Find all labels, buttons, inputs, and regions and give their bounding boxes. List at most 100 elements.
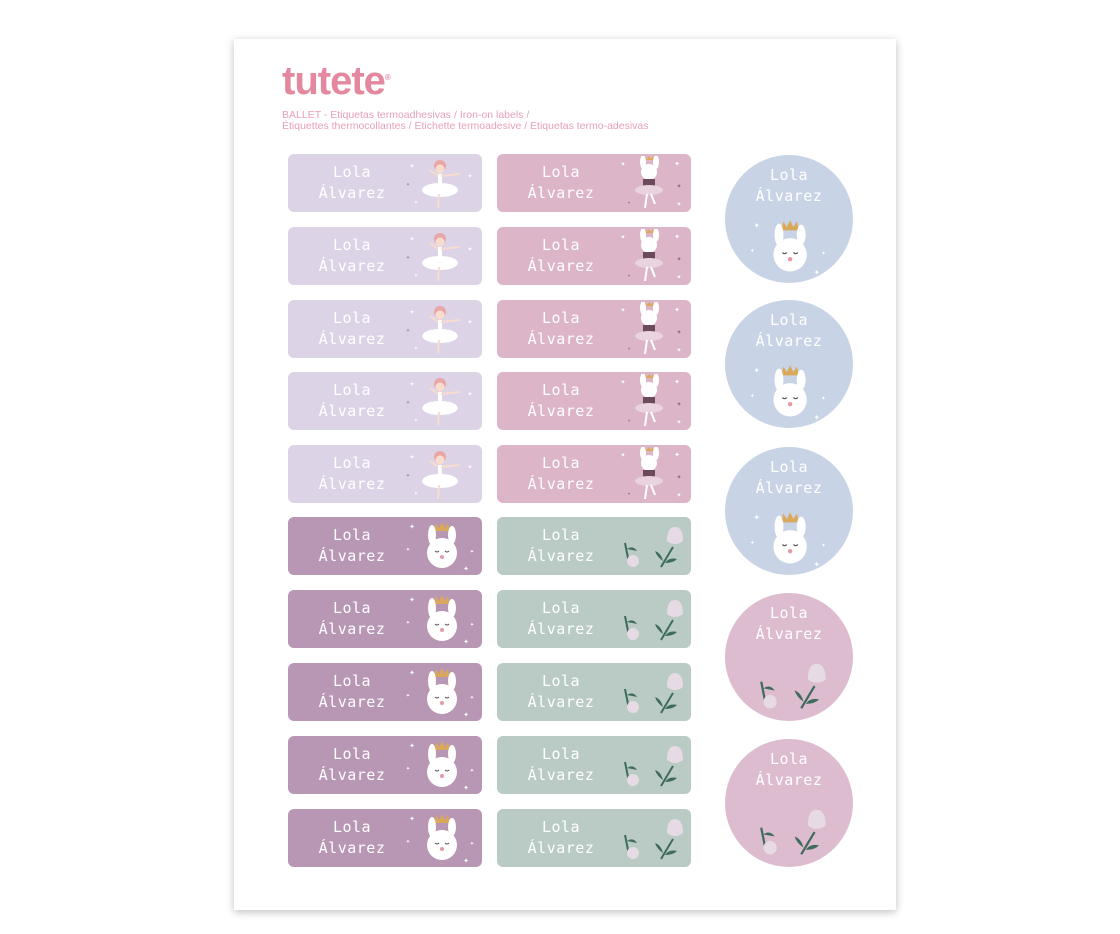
last-name: Álvarez (318, 475, 386, 493)
svg-text:✦: ✦ (750, 393, 755, 400)
label-name: Lola Álvarez (298, 162, 406, 204)
label-name: Lola Álvarez (507, 162, 615, 204)
last-name: Álvarez (755, 187, 823, 205)
ballerina-icon: ✦ ✦ ✦ ✦ (404, 374, 478, 428)
name-label: Lola Álvarez (497, 590, 691, 648)
svg-text:✦: ✦ (627, 346, 631, 351)
name-label: Lola Álvarez ✦ ✦ ✦ ✦ (288, 663, 482, 721)
sheet-subtitle: BALLET - Etiquetas termoadhesivas / Iron… (282, 110, 649, 132)
first-name: Lola (541, 818, 581, 836)
bunny-crown-icon: ✦ ✦ ✦ ✦ (404, 811, 478, 865)
name-label: Lola Álvarez ✦ ✦ ✦ ✦ (288, 445, 482, 503)
label-name: Lola Álvarez (298, 380, 406, 422)
label-name: Lola Álvarez (298, 453, 406, 495)
svg-text:✦: ✦ (406, 547, 410, 553)
last-name: Álvarez (527, 620, 595, 638)
svg-text:✦: ✦ (463, 857, 469, 865)
bunny-crown-icon: ✦ ✦ ✦ ✦ (739, 362, 839, 422)
label-name: Lola Álvarez (298, 671, 406, 713)
label-name: Lola Álvarez (725, 457, 853, 499)
last-name: Álvarez (318, 620, 386, 638)
ballerina-icon: ✦ ✦ ✦ ✦ (404, 156, 478, 210)
svg-text:✦: ✦ (814, 268, 821, 277)
svg-text:✦: ✦ (821, 542, 826, 549)
svg-text:✦: ✦ (620, 307, 625, 314)
flowers-icon (613, 738, 687, 792)
first-name: Lola (332, 163, 372, 181)
svg-text:✦: ✦ (620, 379, 625, 386)
label-name: Lola Álvarez (725, 603, 853, 645)
svg-text:✦: ✦ (750, 540, 755, 547)
svg-text:✦: ✦ (620, 234, 625, 241)
last-name: Álvarez (318, 330, 386, 348)
svg-text:✦: ✦ (676, 274, 681, 281)
bunny-crown-icon: ✦ ✦ ✦ ✦ (739, 509, 839, 569)
svg-text:✦: ✦ (467, 391, 472, 398)
first-name: Lola (541, 745, 581, 763)
round-name-label: Lola Álvarez ✦ ✦ ✦ ✦ (725, 155, 853, 283)
label-name: Lola Álvarez (298, 598, 406, 640)
last-name: Álvarez (527, 184, 595, 202)
svg-text:✦: ✦ (406, 255, 410, 261)
bunny-crown-icon: ✦ ✦ ✦ ✦ (404, 592, 478, 646)
name-label: Lola Álvarez (497, 517, 691, 575)
svg-text:✦: ✦ (467, 319, 472, 326)
svg-text:✦: ✦ (676, 256, 681, 263)
svg-text:✦: ✦ (406, 400, 410, 406)
label-name: Lola Álvarez (507, 308, 615, 350)
svg-text:✦: ✦ (409, 815, 415, 823)
first-name: Lola (332, 745, 372, 763)
svg-text:✦: ✦ (674, 233, 680, 241)
svg-text:✦: ✦ (754, 221, 761, 230)
last-name: Álvarez (318, 839, 386, 857)
svg-text:✦: ✦ (750, 248, 755, 255)
first-name: Lola (332, 599, 372, 617)
label-name: Lola Álvarez (507, 744, 615, 786)
svg-text:✦: ✦ (470, 622, 474, 628)
last-name: Álvarez (527, 330, 595, 348)
svg-text:✦: ✦ (406, 766, 410, 772)
tutete-logo: tutete® (282, 59, 391, 104)
first-name: Lola (541, 163, 581, 181)
last-name: Álvarez (527, 693, 595, 711)
svg-text:✦: ✦ (821, 395, 826, 402)
first-name: Lola (332, 309, 372, 327)
svg-text:✦: ✦ (467, 173, 472, 180)
svg-text:✦: ✦ (414, 491, 418, 497)
svg-text:✦: ✦ (627, 418, 631, 423)
first-name: Lola (769, 458, 809, 476)
last-name: Álvarez (755, 332, 823, 350)
svg-text:✦: ✦ (463, 565, 469, 573)
name-label: Lola Álvarez ✦ ✦ ✦ ✦ (288, 809, 482, 867)
svg-text:✦: ✦ (463, 711, 469, 719)
svg-text:✦: ✦ (754, 366, 761, 375)
round-name-label: Lola Álvarez (725, 593, 853, 721)
subtitle-line-2: Étiquettes thermocollantes / Etichette t… (282, 120, 649, 132)
svg-text:✦: ✦ (409, 454, 414, 461)
label-name: Lola Álvarez (507, 598, 615, 640)
svg-text:✦: ✦ (409, 523, 415, 531)
last-name: Álvarez (318, 766, 386, 784)
last-name: Álvarez (318, 257, 386, 275)
name-label: Lola Álvarez ✦ ✦ ✦ ✦ ✦ (497, 154, 691, 212)
first-name: Lola (332, 526, 372, 544)
svg-text:✦: ✦ (409, 309, 414, 316)
first-name: Lola (332, 672, 372, 690)
registered-mark: ® (384, 73, 391, 82)
ballerina-icon: ✦ ✦ ✦ ✦ (404, 302, 478, 356)
svg-text:✦: ✦ (470, 768, 474, 774)
name-label: Lola Álvarez ✦ ✦ ✦ ✦ ✦ (497, 445, 691, 503)
bunny-crown-icon: ✦ ✦ ✦ ✦ (404, 665, 478, 719)
first-name: Lola (541, 309, 581, 327)
svg-text:✦: ✦ (674, 160, 680, 168)
svg-text:✦: ✦ (676, 474, 681, 481)
svg-text:✦: ✦ (674, 306, 680, 314)
round-name-label: Lola Álvarez ✦ ✦ ✦ ✦ (725, 447, 853, 575)
label-sheet: tutete® BALLET - Etiquetas termoadhesiva… (234, 39, 896, 910)
svg-text:✦: ✦ (409, 596, 415, 604)
svg-text:✦: ✦ (406, 473, 410, 479)
last-name: Álvarez (318, 402, 386, 420)
label-name: Lola Álvarez (298, 308, 406, 350)
svg-text:✦: ✦ (627, 273, 631, 278)
svg-text:✦: ✦ (674, 378, 680, 386)
